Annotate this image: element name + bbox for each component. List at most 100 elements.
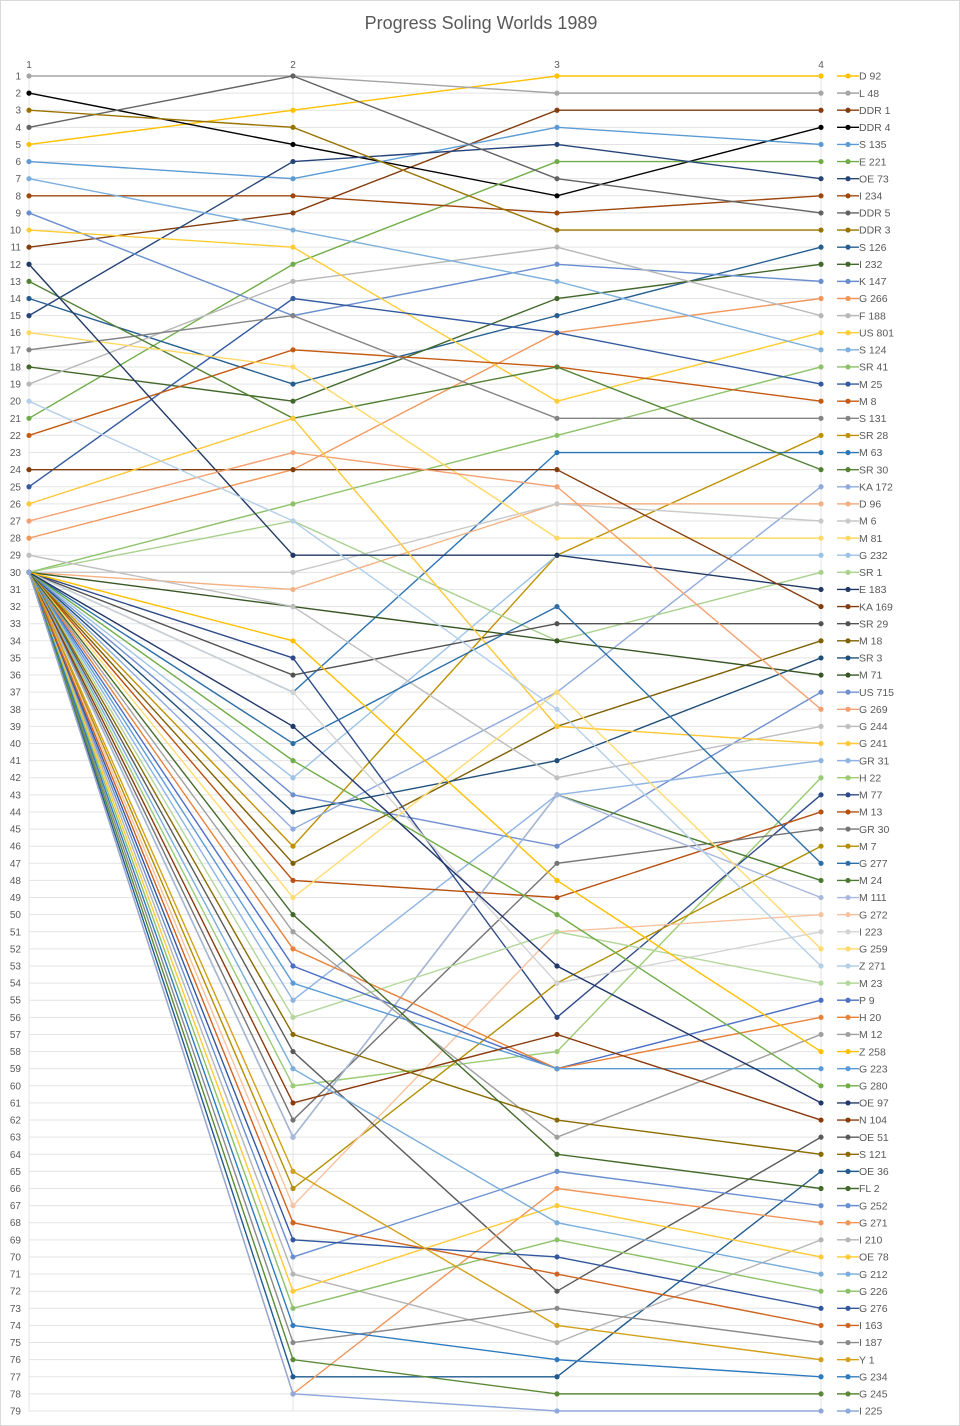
series-line bbox=[28, 572, 821, 1412]
legend-label: Z 271 bbox=[859, 961, 886, 973]
data-point bbox=[554, 1339, 560, 1346]
series-line bbox=[29, 503, 822, 574]
y-tick-label: 20 bbox=[10, 397, 22, 408]
data-point bbox=[290, 107, 296, 113]
data-point bbox=[290, 1220, 296, 1226]
y-tick-label: 43 bbox=[10, 790, 22, 801]
legend-swatch-marker bbox=[845, 381, 851, 387]
data-point bbox=[818, 295, 824, 302]
legend-item: H 22 bbox=[837, 772, 881, 784]
data-point bbox=[818, 672, 824, 678]
data-point bbox=[818, 586, 824, 593]
data-point bbox=[26, 107, 32, 113]
legend-item: SR 28 bbox=[837, 430, 888, 442]
legend-swatch-marker bbox=[845, 792, 851, 798]
legend-label: S 135 bbox=[859, 139, 887, 151]
legend-swatch-marker bbox=[845, 1031, 851, 1038]
data-point bbox=[290, 792, 296, 798]
data-point bbox=[290, 638, 296, 644]
y-tick-label: 75 bbox=[10, 1338, 22, 1349]
legend-item: SR 30 bbox=[837, 464, 888, 476]
data-point bbox=[818, 621, 824, 627]
data-point bbox=[818, 1117, 824, 1123]
data-point bbox=[818, 432, 824, 439]
series-ddr-1 bbox=[26, 107, 824, 250]
data-point bbox=[818, 569, 824, 575]
legend-item: S 126 bbox=[837, 242, 887, 254]
legend-item: S 124 bbox=[837, 345, 887, 357]
series-line bbox=[28, 400, 822, 967]
data-point bbox=[290, 689, 296, 695]
legend-swatch-marker bbox=[845, 467, 851, 473]
legend-swatch-marker bbox=[845, 1048, 851, 1055]
legend-swatch-marker bbox=[845, 1151, 851, 1157]
data-point bbox=[554, 467, 560, 473]
legend-item: M 71 bbox=[837, 670, 883, 682]
legend-swatch-marker bbox=[845, 501, 851, 507]
legend-label: DDR 5 bbox=[859, 208, 891, 220]
legend-item: FL 2 bbox=[837, 1183, 880, 1195]
legend-label: M 23 bbox=[859, 978, 883, 990]
series-line bbox=[28, 263, 822, 591]
data-point bbox=[290, 1168, 296, 1174]
legend-swatch-marker bbox=[845, 723, 851, 729]
data-point bbox=[290, 141, 296, 148]
legend-swatch-marker bbox=[845, 1408, 851, 1414]
legend-swatch-marker bbox=[845, 1168, 851, 1174]
data-point bbox=[554, 415, 560, 421]
legend-item: Z 271 bbox=[837, 961, 886, 973]
data-point bbox=[818, 347, 824, 353]
legend-swatch-marker bbox=[845, 621, 851, 627]
legend-swatch-marker bbox=[845, 843, 851, 849]
data-point bbox=[290, 655, 296, 661]
data-point bbox=[818, 877, 824, 884]
legend-item: M 77 bbox=[837, 790, 883, 802]
data-point bbox=[26, 313, 32, 319]
data-point bbox=[554, 758, 560, 764]
data-point bbox=[818, 381, 824, 387]
data-point bbox=[290, 1031, 296, 1038]
y-tick-label: 9 bbox=[15, 208, 21, 219]
legend-swatch-marker bbox=[845, 1254, 851, 1260]
legend-item: I 187 bbox=[837, 1337, 883, 1349]
data-point bbox=[554, 1237, 560, 1243]
legend-item: I 225 bbox=[837, 1406, 883, 1418]
legend-swatch-marker bbox=[845, 1220, 851, 1226]
legend-swatch-marker bbox=[845, 278, 851, 284]
data-point bbox=[554, 124, 560, 130]
data-point bbox=[554, 398, 560, 404]
legend-item: G 271 bbox=[837, 1217, 888, 1229]
legend-item: OE 36 bbox=[837, 1166, 889, 1178]
data-point bbox=[818, 775, 824, 781]
data-point bbox=[554, 980, 560, 986]
y-tick-label: 44 bbox=[10, 807, 22, 818]
data-point bbox=[818, 1305, 824, 1311]
grid bbox=[28, 75, 822, 1412]
data-point bbox=[818, 1083, 824, 1089]
series-l-48 bbox=[26, 73, 824, 96]
series-line bbox=[28, 571, 822, 1053]
series-line bbox=[28, 434, 822, 848]
y-tick-label: 36 bbox=[10, 671, 22, 682]
data-point bbox=[290, 295, 296, 302]
legend-item: Y 1 bbox=[837, 1354, 875, 1366]
legend-label: I 225 bbox=[859, 1406, 883, 1418]
legend-label: H 20 bbox=[859, 1012, 881, 1024]
data-point bbox=[818, 415, 824, 421]
legend-label: M 24 bbox=[859, 875, 883, 887]
data-point bbox=[818, 843, 824, 849]
data-point bbox=[818, 261, 824, 267]
y-tick-label: 63 bbox=[10, 1133, 22, 1144]
legend-swatch-marker bbox=[845, 449, 851, 456]
series-sr-30 bbox=[26, 278, 824, 473]
y-tick-label: 52 bbox=[10, 944, 22, 955]
series-m-13 bbox=[26, 569, 824, 901]
series-g-244 bbox=[26, 552, 824, 781]
data-point bbox=[818, 1220, 824, 1226]
series-line bbox=[28, 554, 821, 779]
legend-label: SR 3 bbox=[859, 653, 883, 665]
data-point bbox=[818, 894, 824, 901]
y-tick-label: 61 bbox=[10, 1098, 22, 1109]
data-point bbox=[818, 193, 824, 199]
